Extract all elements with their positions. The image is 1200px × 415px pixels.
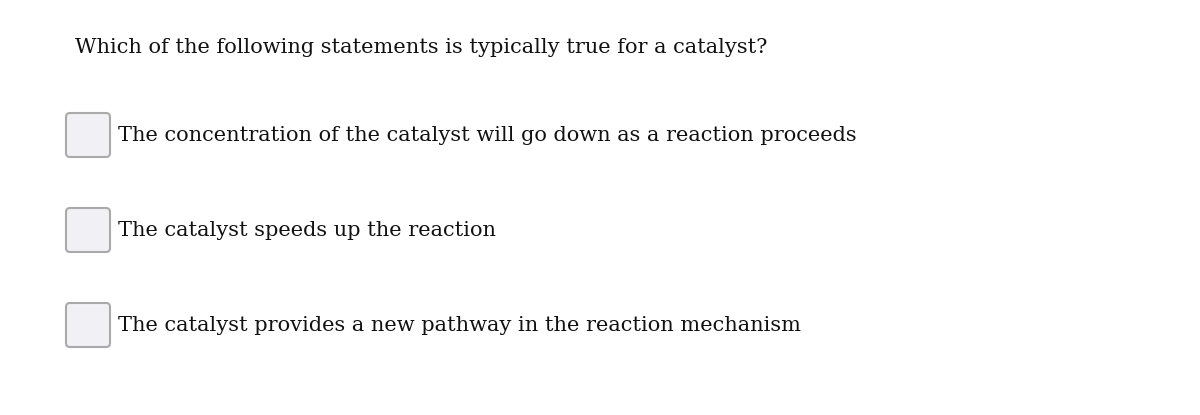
Text: The catalyst speeds up the reaction: The catalyst speeds up the reaction — [118, 220, 496, 239]
FancyBboxPatch shape — [66, 113, 110, 157]
FancyBboxPatch shape — [66, 208, 110, 252]
FancyBboxPatch shape — [66, 303, 110, 347]
Text: Which of the following statements is typically true for a catalyst?: Which of the following statements is typ… — [74, 38, 767, 57]
Text: The catalyst provides a new pathway in the reaction mechanism: The catalyst provides a new pathway in t… — [118, 315, 802, 334]
Text: The concentration of the catalyst will go down as a reaction proceeds: The concentration of the catalyst will g… — [118, 125, 857, 144]
